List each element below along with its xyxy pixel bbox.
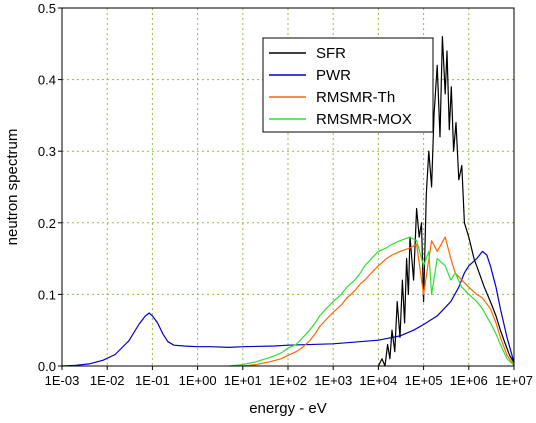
x-tick-label: 1E+05 xyxy=(405,373,443,388)
legend-label: RMSMR-MOX xyxy=(316,111,412,128)
x-tick-label: 1E+03 xyxy=(314,373,352,388)
x-tick-labels: 1E-03 1E-02 1E-01 1E+00 1E+01 1E+02 1E+03 1E+04… xyxy=(45,373,533,388)
series-line-rmsmr-mox xyxy=(229,236,515,367)
x-tick-label: 1E-02 xyxy=(90,373,125,388)
y-tick-label: 0.3 xyxy=(38,144,56,159)
x-tick-label: 1E-03 xyxy=(45,373,80,388)
x-tick-label: 1E-01 xyxy=(135,373,170,388)
y-tick-labels: 0.0 0.1 0.2 0.3 0.4 0.5 xyxy=(38,1,56,374)
legend-label: PWR xyxy=(316,67,351,84)
y-tick-label: 0.1 xyxy=(38,287,56,302)
series-line-pwr xyxy=(61,250,515,367)
legend: SFR PWR RMSMR-Th RMSMR-MOX xyxy=(262,37,434,133)
y-tick-label: 0.4 xyxy=(38,73,56,88)
y-tick-label: 0.5 xyxy=(38,1,56,16)
series-line-sfr xyxy=(377,36,515,367)
legend-label: RMSMR-Th xyxy=(316,89,395,106)
x-tick-label: 1E+06 xyxy=(450,373,488,388)
series-layer xyxy=(61,36,515,367)
x-tick-label: 1E+02 xyxy=(269,373,307,388)
y-tick-label: 0.2 xyxy=(38,216,56,231)
x-tick-label: 1E+07 xyxy=(495,373,533,388)
y-tick-label: 0.0 xyxy=(38,359,56,374)
axis-ticks xyxy=(58,7,515,370)
x-tick-label: 1E+04 xyxy=(359,373,397,388)
x-tick-label: 1E+00 xyxy=(179,373,217,388)
x-axis-label: energy - eV xyxy=(249,400,327,417)
series-line-rmsmr-th xyxy=(242,236,515,367)
y-axis-label: neutron spectrum xyxy=(4,129,21,246)
x-tick-label: 1E+01 xyxy=(224,373,262,388)
legend-label: SFR xyxy=(316,45,346,62)
